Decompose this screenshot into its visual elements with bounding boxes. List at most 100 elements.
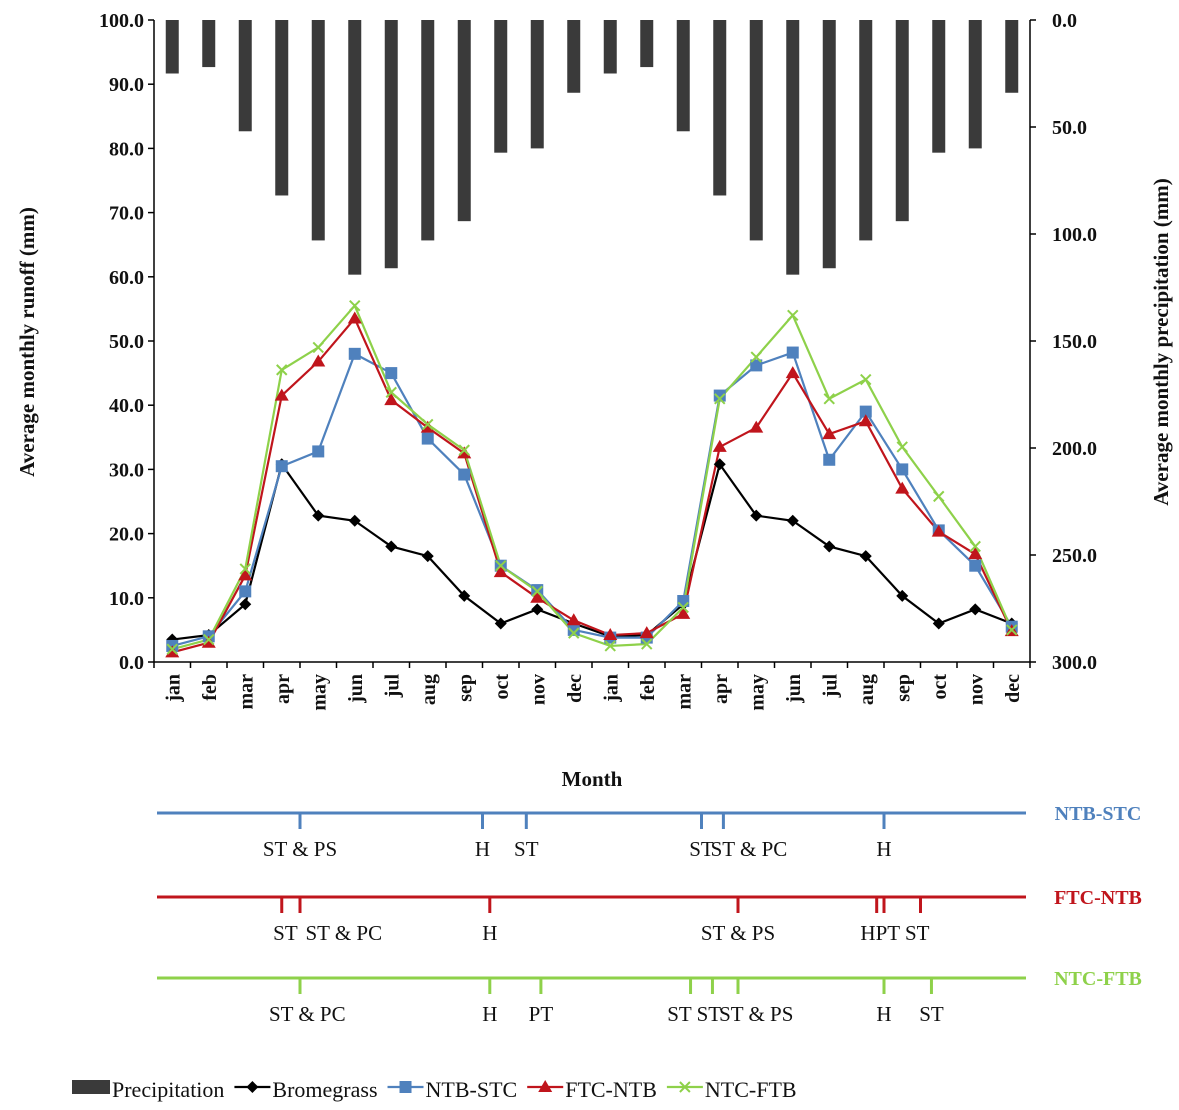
ntb-stc-point xyxy=(713,389,726,402)
ntc-ftb-line xyxy=(171,303,1013,651)
ftc-ntb-point xyxy=(931,524,946,537)
y-left-tick-label: 50.0 xyxy=(109,331,144,353)
ftc-ntb-line xyxy=(171,316,1013,654)
marker-x-stroke xyxy=(276,364,288,376)
marker-x-stroke xyxy=(203,633,215,646)
x-tick-label: aug xyxy=(418,674,440,705)
ntb-stc-point xyxy=(348,347,361,360)
bromegrass-point xyxy=(458,589,471,602)
ntb-stc-timeline-label: NTB-STC xyxy=(1055,803,1142,825)
tick-labels: 0.0 10.0 20.0 30.0 40.0 50.0 60.0 70.0 80.0 90.0 1… xyxy=(99,10,1097,711)
bromegrass-point xyxy=(859,550,872,563)
ntc-ftb-point xyxy=(422,418,434,431)
ftc-ntb-point xyxy=(493,565,508,578)
precipitation-bar xyxy=(786,20,800,275)
bromegrass-point xyxy=(312,509,325,522)
ntb-stc-event-label: ST & PS xyxy=(263,837,337,861)
marker-x-stroke xyxy=(568,627,580,639)
ntc-ftb-event-label: ST xyxy=(919,1002,944,1026)
bromegrass-legend-label: Bromegrass xyxy=(272,1077,377,1102)
precipitation-bar xyxy=(895,20,909,222)
y-right-tick-label: 50.0 xyxy=(1052,117,1087,139)
ntb-stc-line xyxy=(171,351,1013,648)
ntb-stc-point xyxy=(458,468,471,481)
ntb-stc-point xyxy=(312,445,325,458)
y-left-tick-label: 100.0 xyxy=(99,10,144,32)
ftc-ntb-event-label: ST xyxy=(273,921,298,945)
y-left-tick-label: 60.0 xyxy=(109,267,144,289)
ftc-ntb-point xyxy=(785,366,800,379)
precipitation-bar xyxy=(421,20,435,241)
bromegrass-point xyxy=(385,540,398,553)
marker-x-stroke xyxy=(823,393,835,405)
ntc-ftb-event-label: PT xyxy=(529,1002,554,1026)
ntb-stc-point xyxy=(750,359,763,372)
ntc-ftb-event-label: ST & PC xyxy=(269,1002,346,1026)
precipitation-bar xyxy=(567,20,581,93)
y-left-tick-label: 0.0 xyxy=(119,652,144,674)
ntc-ftb-legend-label: NTC-FTB xyxy=(705,1077,797,1102)
x-tick-label: jan xyxy=(600,674,622,703)
marker-x-stroke xyxy=(604,640,616,652)
y-left-tick-label: 30.0 xyxy=(109,459,144,481)
bromegrass-point xyxy=(421,550,434,563)
ftc-ntb-point xyxy=(311,354,326,367)
x-tick-label: nov xyxy=(527,674,549,705)
ntc-ftb-point xyxy=(458,444,470,456)
x-tick-label: sep xyxy=(892,674,914,702)
x-tick-label: mar xyxy=(235,674,257,710)
x-tick-label: apr xyxy=(710,674,732,704)
ftc-ntb-point xyxy=(274,388,289,401)
y-right-tick-label: 300.0 xyxy=(1052,652,1097,674)
y-left-tick-label: 70.0 xyxy=(109,203,144,225)
ftc-ntb-point xyxy=(457,446,472,459)
ftc-ntb-point xyxy=(566,613,581,626)
ntb-stc-point xyxy=(239,585,252,598)
marker-x-stroke xyxy=(349,299,361,312)
bromegrass-point xyxy=(239,598,252,611)
ntc-ftb-point xyxy=(823,393,835,405)
precipitation-bar xyxy=(494,20,508,153)
precipitation-bar xyxy=(640,20,654,68)
precipitation-bar xyxy=(968,20,982,149)
ftc-ntb-point xyxy=(712,439,727,452)
ntb-stc-point xyxy=(859,405,872,418)
ntc-ftb-event-label: ST ST xyxy=(667,1002,721,1026)
ftc-ntb-timeline-label: FTC-NTB xyxy=(1054,887,1142,909)
precipitation-bar xyxy=(275,20,289,196)
bromegrass-point xyxy=(348,514,361,527)
ftc-ntb-point xyxy=(384,393,399,406)
ntc-ftb-event-label: H xyxy=(876,1002,891,1026)
marker-x-stroke xyxy=(860,373,872,386)
y-left-tick-label: 40.0 xyxy=(109,395,144,417)
x-tick-label: nov xyxy=(965,674,987,705)
bromegrass-point xyxy=(713,458,726,471)
ntc-ftb-timeline-label: NTC-FTB xyxy=(1054,968,1142,990)
x-tick-label: jul xyxy=(819,674,841,699)
bromegrass-point xyxy=(494,617,507,630)
ntb-stc-event-label: ST xyxy=(514,837,539,861)
y-axis-right-title: Average monthly precipitation (mm) xyxy=(1149,178,1173,506)
marker-x-stroke xyxy=(458,444,470,456)
ftc-ntb-point xyxy=(347,311,362,324)
ntc-ftb-point xyxy=(312,341,324,354)
x-tick-label: feb xyxy=(199,674,221,701)
ntb-stc-point xyxy=(969,559,982,572)
ntc-ftb-point xyxy=(860,373,872,386)
precipitation-bar xyxy=(749,20,763,241)
ntc-ftb-point xyxy=(750,351,762,363)
x-tick-label: feb xyxy=(637,674,659,701)
precipitation-bar xyxy=(932,20,946,153)
marker-x-stroke xyxy=(969,540,981,553)
ntc-ftb-point xyxy=(641,638,653,650)
y-right-tick-label: 100.0 xyxy=(1052,224,1097,246)
precipitation-bar xyxy=(202,20,216,68)
precipitation-bar xyxy=(603,20,617,74)
ntc-ftb-event-label: H xyxy=(482,1002,497,1026)
bromegrass-point xyxy=(786,514,799,527)
ntc-ftb-point xyxy=(239,563,251,575)
x-tick-label: apr xyxy=(272,674,294,704)
x-tick-label: aug xyxy=(856,674,878,705)
